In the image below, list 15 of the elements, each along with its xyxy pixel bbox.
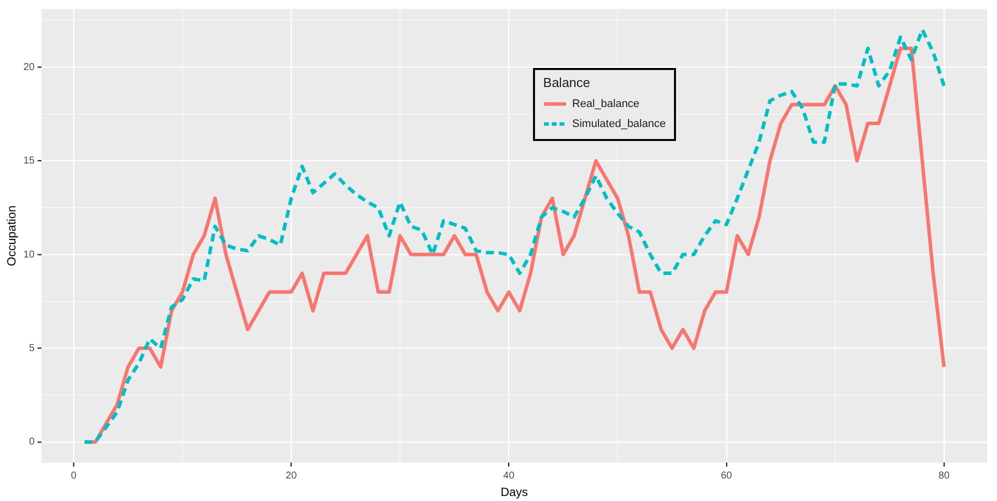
legend-label: Simulated_balance (572, 118, 666, 130)
x-tick-label: 40 (503, 470, 515, 482)
y-tick-label: 0 (28, 436, 35, 448)
y-tick-label: 10 (23, 249, 35, 260)
legend-label: Real_balance (572, 98, 640, 110)
y-tick-label: 15 (23, 156, 35, 167)
x-axis-title: Days (500, 485, 528, 500)
x-tick-label: 20 (286, 470, 298, 482)
x-tick-label: 80 (938, 470, 950, 482)
y-axis-title: Occupation (4, 205, 19, 266)
x-tick-label: 60 (720, 470, 732, 482)
x-tick-label: 0 (70, 470, 77, 482)
legend-title: Balance (543, 74, 592, 90)
y-tick-label: 5 (28, 343, 35, 354)
y-tick-label: 20 (23, 62, 35, 73)
